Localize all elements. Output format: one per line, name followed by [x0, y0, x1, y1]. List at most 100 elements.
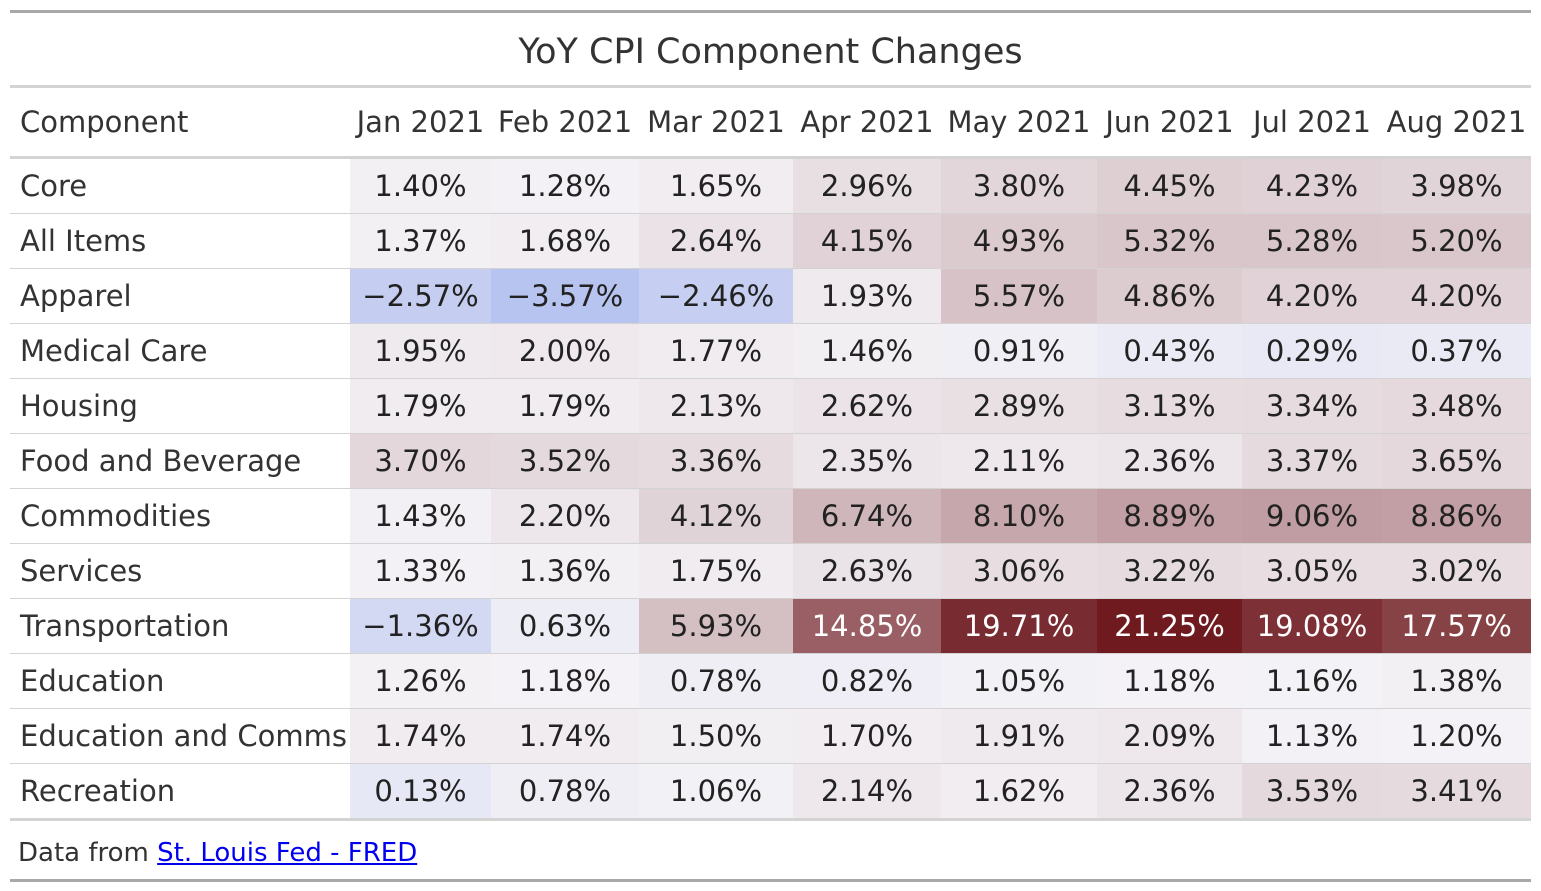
value-cell: −1.36%: [350, 598, 491, 654]
value-cell: 5.93%: [639, 598, 793, 654]
column-header-month: Apr 2021: [793, 88, 941, 159]
value-cell: 3.37%: [1242, 433, 1382, 489]
value-cell: 8.10%: [941, 488, 1097, 544]
value-cell: −3.57%: [491, 268, 639, 324]
value-cell: 3.36%: [639, 433, 793, 489]
table-body: Core 1.40% 1.28% 1.65% 2.96% 3.80% 4.45% 4.23% 3…: [10, 157, 1531, 821]
row-label: Core: [10, 157, 350, 214]
value-cell: 1.43%: [350, 488, 491, 544]
value-cell: 2.00%: [491, 323, 639, 379]
value-cell: 2.36%: [1097, 433, 1242, 489]
value-cell: 1.74%: [350, 708, 491, 764]
value-cell: 19.71%: [941, 598, 1097, 654]
value-cell: −2.57%: [350, 268, 491, 324]
value-cell: 3.02%: [1382, 543, 1531, 599]
value-cell: 2.14%: [793, 763, 941, 821]
value-cell: 1.38%: [1382, 653, 1531, 709]
source-note: Data from St. Louis Fed - FRED: [10, 821, 1531, 879]
table-row: Medical Care 1.95% 2.00% 1.77% 1.46% 0.91% 0.4…: [10, 323, 1531, 379]
value-cell: 2.35%: [793, 433, 941, 489]
value-cell: 4.23%: [1242, 157, 1382, 214]
value-cell: 2.09%: [1097, 708, 1242, 764]
column-header-month: Jan 2021: [350, 88, 491, 159]
value-cell: 1.75%: [639, 543, 793, 599]
value-cell: 1.33%: [350, 543, 491, 599]
value-cell: 1.77%: [639, 323, 793, 379]
value-cell: −2.46%: [639, 268, 793, 324]
value-cell: 2.36%: [1097, 763, 1242, 821]
value-cell: 0.43%: [1097, 323, 1242, 379]
row-label: Education and Comms: [10, 708, 350, 764]
row-label: Recreation: [10, 763, 350, 821]
value-cell: 1.05%: [941, 653, 1097, 709]
table-row: Education 1.26% 1.18% 0.78% 0.82% 1.05% 1.18% 1…: [10, 653, 1531, 709]
table-row: Food and Beverage 3.70% 3.52% 3.36% 2.35% 2.1…: [10, 433, 1531, 489]
table-row: Services 1.33% 1.36% 1.75% 2.63% 3.06% 3.22% 3.…: [10, 543, 1531, 599]
value-cell: 19.08%: [1242, 598, 1382, 654]
value-cell: 4.93%: [941, 213, 1097, 269]
value-cell: 1.18%: [1097, 653, 1242, 709]
column-header-month: Mar 2021: [639, 88, 793, 159]
value-cell: 4.86%: [1097, 268, 1242, 324]
value-cell: 4.45%: [1097, 157, 1242, 214]
value-cell: 2.11%: [941, 433, 1097, 489]
value-cell: 2.62%: [793, 378, 941, 434]
value-cell: 3.52%: [491, 433, 639, 489]
value-cell: 14.85%: [793, 598, 941, 654]
value-cell: 1.50%: [639, 708, 793, 764]
value-cell: 6.74%: [793, 488, 941, 544]
value-cell: 2.20%: [491, 488, 639, 544]
header-row: Component Jan 2021 Feb 2021 Mar 2021 Apr…: [10, 88, 1531, 159]
value-cell: 0.29%: [1242, 323, 1382, 379]
value-cell: 1.37%: [350, 213, 491, 269]
column-header-month: May 2021: [941, 88, 1097, 159]
value-cell: 0.78%: [639, 653, 793, 709]
value-cell: 0.63%: [491, 598, 639, 654]
column-header-month: Aug 2021: [1382, 88, 1531, 159]
column-header-month: Jun 2021: [1097, 88, 1242, 159]
value-cell: 2.63%: [793, 543, 941, 599]
value-cell: 3.05%: [1242, 543, 1382, 599]
source-link[interactable]: St. Louis Fed - FRED: [157, 838, 418, 868]
value-cell: 9.06%: [1242, 488, 1382, 544]
value-cell: 1.95%: [350, 323, 491, 379]
row-label: All Items: [10, 213, 350, 269]
table-row: Apparel −2.57% −3.57% −2.46% 1.93% 5.57% 4.86%…: [10, 268, 1531, 324]
table-row: Transportation −1.36% 0.63% 5.93% 14.85% 19.7…: [10, 598, 1531, 654]
value-cell: 1.36%: [491, 543, 639, 599]
value-cell: 5.28%: [1242, 213, 1382, 269]
value-cell: 1.18%: [491, 653, 639, 709]
value-cell: 1.93%: [793, 268, 941, 324]
source-prefix: Data from: [18, 838, 158, 868]
value-cell: 17.57%: [1382, 598, 1531, 654]
column-header-month: Feb 2021: [491, 88, 639, 159]
value-cell: 8.86%: [1382, 488, 1531, 544]
value-cell: 0.13%: [350, 763, 491, 821]
value-cell: 1.28%: [491, 157, 639, 214]
value-cell: 3.41%: [1382, 763, 1531, 821]
table-row: Commodities 1.43% 2.20% 4.12% 6.74% 8.10% 8.89…: [10, 488, 1531, 544]
value-cell: 5.32%: [1097, 213, 1242, 269]
value-cell: 1.74%: [491, 708, 639, 764]
value-cell: 3.48%: [1382, 378, 1531, 434]
column-header-month: Jul 2021: [1242, 88, 1382, 159]
table-row: Core 1.40% 1.28% 1.65% 2.96% 3.80% 4.45% 4.23% 3…: [10, 157, 1531, 214]
table-row: Recreation 0.13% 0.78% 1.06% 2.14% 1.62% 2.36%…: [10, 763, 1531, 821]
value-cell: 4.20%: [1242, 268, 1382, 324]
row-label: Services: [10, 543, 350, 599]
value-cell: 4.12%: [639, 488, 793, 544]
row-label: Transportation: [10, 598, 350, 654]
chart-title: YoY CPI Component Changes: [10, 13, 1531, 88]
value-cell: 1.91%: [941, 708, 1097, 764]
value-cell: 4.20%: [1382, 268, 1531, 324]
value-cell: 3.70%: [350, 433, 491, 489]
value-cell: 0.91%: [941, 323, 1097, 379]
table-row: All Items 1.37% 1.68% 2.64% 4.15% 4.93% 5.32% 5…: [10, 213, 1531, 269]
value-cell: 1.70%: [793, 708, 941, 764]
value-cell: 2.96%: [793, 157, 941, 214]
value-cell: 5.57%: [941, 268, 1097, 324]
table-row: Education and Comms 1.74% 1.74% 1.50% 1.70% 1…: [10, 708, 1531, 764]
value-cell: 3.80%: [941, 157, 1097, 214]
row-label: Housing: [10, 378, 350, 434]
value-cell: 3.34%: [1242, 378, 1382, 434]
